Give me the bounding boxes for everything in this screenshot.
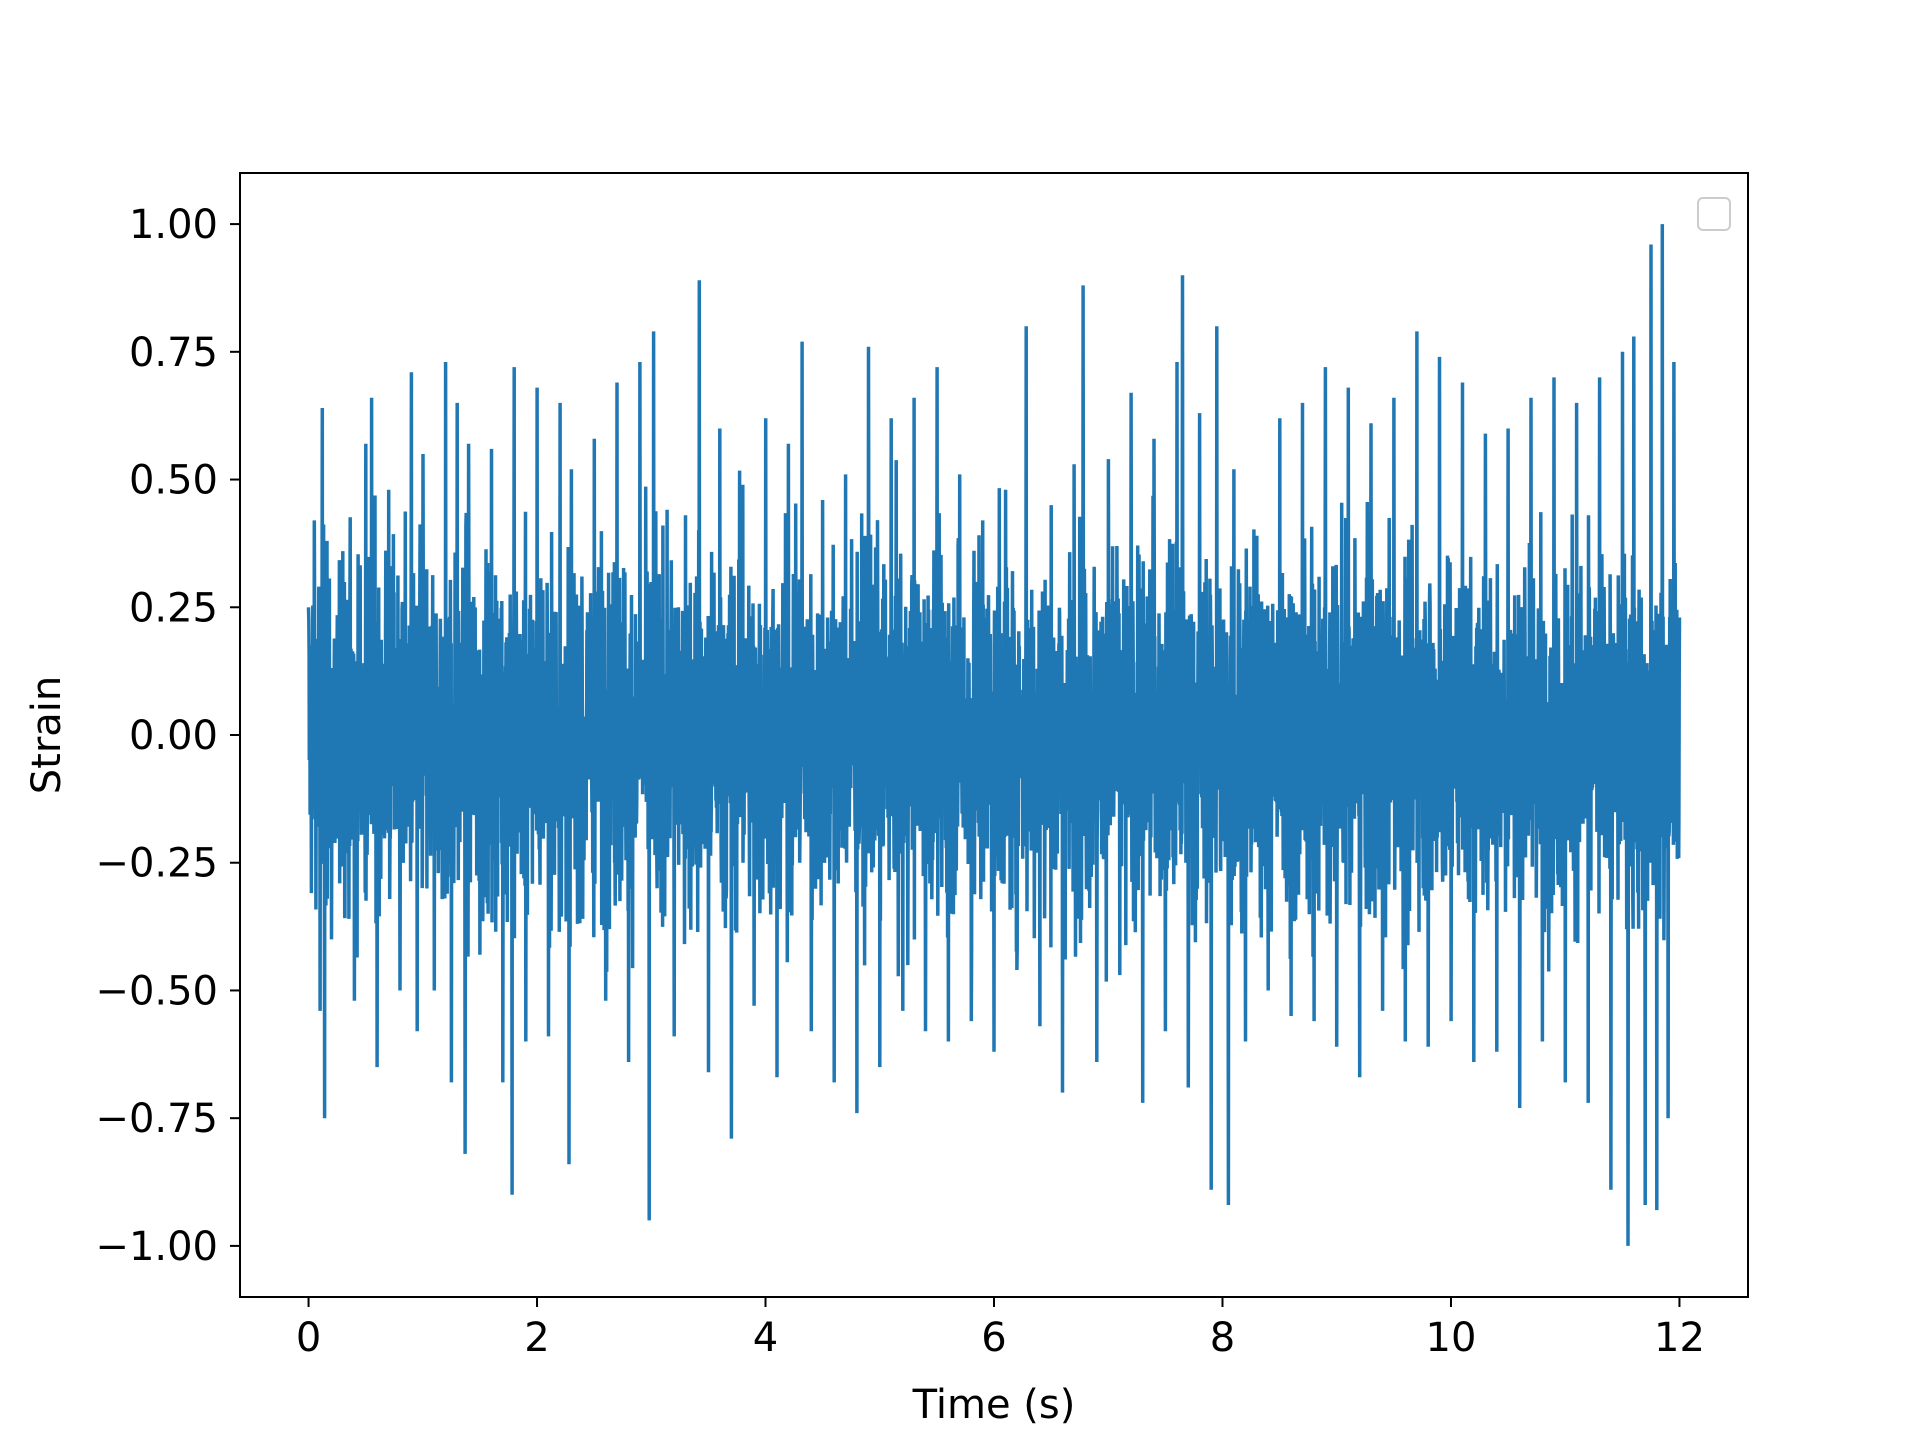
y-tick-label: −0.25 [95,841,218,887]
y-tick-label: 0.25 [129,585,218,631]
y-tick-label: −1.00 [95,1224,218,1270]
x-ticks: 0 2 4 6 8 10 12 [296,1297,1705,1361]
x-tick-label: 6 [981,1315,1006,1361]
x-tick-label: 2 [524,1315,549,1361]
x-axis-label: Time (s) [912,1382,1076,1428]
y-tick-label: −0.75 [95,1096,218,1142]
y-tick-label: 0.50 [129,458,218,504]
y-axis-label: Strain [24,676,70,795]
x-tick-label: 8 [1210,1315,1235,1361]
x-tick-label: 12 [1654,1315,1705,1361]
legend-box [1697,197,1731,231]
x-tick-label: 10 [1426,1315,1477,1361]
y-ticks: 1.00 0.75 0.50 0.25 0.00 −0.25 −0.50 −0.75 −1.00 [95,202,240,1270]
y-tick-label: −0.50 [95,968,218,1014]
y-tick-label: 0.75 [129,330,218,376]
series-layer [306,224,1682,1246]
x-tick-label: 0 [296,1315,321,1361]
x-tick-label: 4 [753,1315,778,1361]
y-tick-label: 1.00 [129,202,218,248]
series-line-0 [306,224,1682,1246]
y-tick-label: 0.00 [129,713,218,759]
